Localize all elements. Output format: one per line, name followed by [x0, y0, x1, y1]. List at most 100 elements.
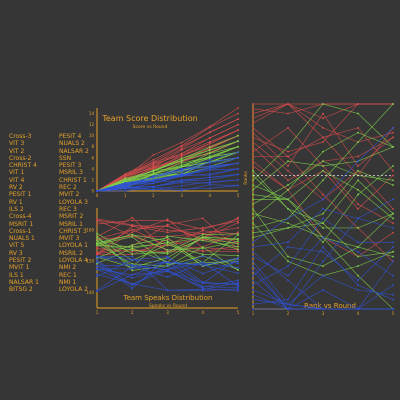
speaks-y-tick-label: 140 [86, 290, 94, 295]
red-rank-point [322, 193, 324, 196]
blue-score-point [208, 169, 211, 171]
green-speaks-point [201, 233, 204, 236]
blue-score-point [152, 186, 155, 189]
blue-rank-point [322, 207, 324, 210]
green-rank-point [287, 207, 289, 210]
blue-score-point [180, 174, 183, 176]
blue-speaks-point [201, 255, 204, 258]
team-label: NUALS 2 [59, 140, 85, 148]
team-label: CHRIST 1 [59, 176, 87, 184]
green-rank-point [392, 146, 394, 148]
red-rank-point [287, 179, 289, 182]
team-label: ILS 2 [9, 205, 24, 213]
rank-x-tick-label: 1 [252, 311, 255, 316]
red-speaks-point [237, 250, 239, 253]
green-speaks-point [237, 240, 239, 243]
team-label: REC 2 [59, 184, 77, 192]
blue-rank-point [322, 260, 324, 263]
team-label: Cross-3 [9, 133, 32, 140]
blue-speaks-point [131, 273, 134, 276]
blue-rank-point [357, 289, 359, 291]
blue-rank-point [322, 198, 324, 201]
blue-speaks-point [131, 276, 134, 279]
red-rank-point [287, 169, 289, 172]
speaks-x-tick-label: 5 [237, 310, 240, 315]
green-rank-point [357, 193, 359, 196]
blue-score-point [208, 176, 211, 179]
blue-score-point [208, 162, 211, 164]
blue-speaks-point [166, 261, 169, 263]
blue-speaks-point [96, 267, 98, 270]
blue-score-point [237, 156, 239, 159]
team-label: PESIT 4 [59, 133, 82, 140]
red-speaks-point [131, 216, 134, 219]
blue-rank-point [287, 308, 289, 310]
red-rank-point [287, 126, 289, 129]
speaks-x-tick-label: 4 [201, 310, 204, 315]
green-rank-point [322, 265, 324, 267]
red-speaks-point [237, 226, 239, 229]
red-score-line [96, 124, 239, 192]
blue-score-point [124, 181, 127, 184]
green-rank-point [252, 193, 254, 196]
green-speaks-point [201, 253, 204, 256]
rank-chart-title: Rank vs Round [304, 302, 356, 310]
red-speaks-point [237, 231, 239, 234]
blue-score-point [180, 167, 183, 170]
team-label: MSRIL 1 [59, 220, 83, 228]
score-y-tick-label: 14 [89, 111, 95, 116]
red-score-point [237, 112, 239, 115]
red-score-line [96, 113, 239, 192]
green-speaks-point [166, 235, 169, 238]
rank-x-tick-label: 5 [392, 311, 395, 316]
blue-rank-point [392, 241, 394, 244]
red-score-point [124, 175, 127, 178]
green-rank-point [357, 169, 359, 172]
green-rank-point [322, 222, 324, 225]
red-rank-point [287, 103, 289, 105]
red-speaks-point [131, 223, 134, 226]
green-rank-point [357, 141, 359, 144]
green-speaks-point [201, 235, 204, 238]
red-rank-point [287, 150, 289, 153]
red-rank-point [252, 103, 254, 105]
green-rank-point [252, 188, 254, 191]
score-chart-subtitle: Score vs Round [133, 124, 168, 130]
green-rank-point [322, 165, 324, 167]
rank-chart-ylabel: Ranks [243, 171, 249, 185]
blue-rank-point [252, 289, 254, 291]
team-label: CHRIST 4 [9, 162, 37, 170]
green-rank-point [287, 255, 289, 258]
blue-rank-point [287, 265, 289, 267]
green-rank-point [252, 231, 254, 234]
red-score-point [208, 136, 211, 139]
blue-score-point [208, 164, 211, 167]
red-score-point [237, 118, 239, 120]
blue-score-line [96, 184, 239, 192]
blue-speaks-point [166, 255, 169, 258]
speaks-chart-subtitle: Speaks vs Round [149, 303, 187, 309]
red-rank-point [392, 131, 394, 134]
green-speaks-point [96, 239, 98, 241]
team-label: VIT 2 [9, 147, 25, 155]
red-rank-line [252, 137, 394, 181]
green-rank-point [287, 146, 289, 148]
blue-speaks-point [131, 258, 134, 261]
rank-x-tick-label: 3 [322, 311, 325, 316]
blue-speaks-point [96, 290, 98, 293]
blue-speaks-point [201, 286, 204, 288]
blue-rank-point [287, 274, 289, 277]
green-score-line [96, 151, 239, 192]
green-speaks-point [131, 269, 134, 272]
blue-rank-point [252, 293, 254, 296]
blue-rank-point [392, 293, 394, 296]
blue-score-point [180, 188, 183, 190]
blue-speaks-point [96, 273, 98, 276]
green-speaks-point [201, 247, 204, 250]
blue-score-point [124, 184, 127, 187]
red-score-point [180, 155, 183, 158]
red-rank-point [392, 222, 394, 225]
green-speaks-point [96, 262, 98, 265]
team-label: LOYOLA 1 [59, 242, 88, 250]
